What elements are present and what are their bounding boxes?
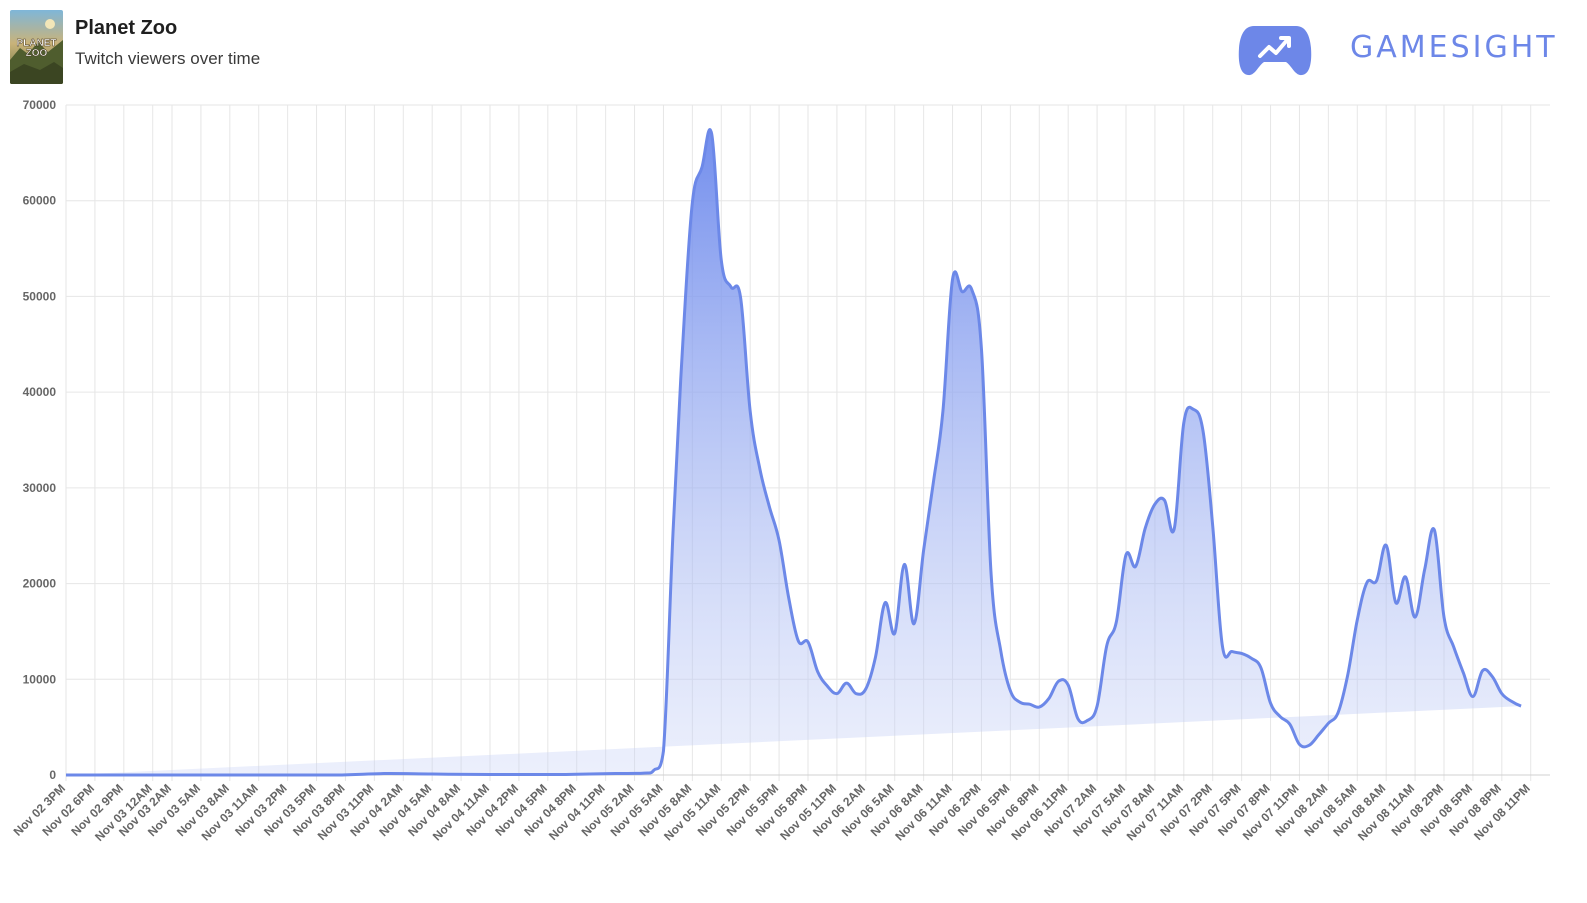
series-area-fill [66, 129, 1522, 775]
chart-header: PLANET ZOO Planet Zoo Twitch viewers ove… [0, 0, 1587, 95]
y-tick-label: 40000 [23, 385, 57, 399]
y-tick-label: 70000 [23, 98, 57, 112]
y-tick-label: 50000 [23, 289, 57, 303]
y-tick-label: 20000 [23, 577, 57, 591]
gamepad-trend-icon [1238, 26, 1312, 76]
y-axis: 0 10000 20000 30000 40000 50000 60000 70000 [23, 98, 57, 782]
brand-name: GAMESIGHT [1350, 30, 1558, 65]
gamesight-logo[interactable]: GAMESIGHT [1238, 22, 1558, 78]
y-tick-label: 30000 [23, 481, 57, 495]
cover-title-line2: ZOO [26, 48, 48, 59]
game-title: Planet Zoo [75, 17, 178, 39]
series-line [66, 128, 1522, 777]
cover-title-line1: PLANET [17, 38, 57, 49]
chart-subtitle: Twitch viewers over time [75, 49, 261, 68]
y-tick-label: 10000 [23, 672, 57, 686]
series-viewers [66, 128, 1522, 777]
viewers-area-chart: 0 10000 20000 30000 40000 50000 60000 70000 Nov… [11, 98, 1550, 844]
y-tick-label: 60000 [23, 194, 57, 208]
game-cover-image: PLANET ZOO [10, 10, 63, 84]
planet-zoo-cover-art-icon: PLANET ZOO [10, 10, 63, 84]
y-tick-label: 0 [49, 768, 56, 782]
